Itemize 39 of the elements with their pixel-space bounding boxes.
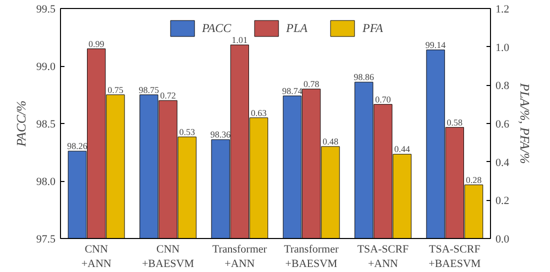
y2-tick-label: 0.6 xyxy=(496,118,510,130)
data-label: 1.01 xyxy=(232,34,248,45)
y2-tick-label: 0.0 xyxy=(496,234,510,246)
data-label: 98.36 xyxy=(210,130,232,140)
data-label: 0.72 xyxy=(160,90,176,100)
x-tick-label: Transformer +BAESVM xyxy=(284,244,339,270)
y2-tick-label: 1.0 xyxy=(496,42,510,54)
legend-label: PACC xyxy=(202,20,232,36)
x-tick-label: TSA-SCRF +ANN xyxy=(357,244,409,270)
data-label: 0.75 xyxy=(108,84,124,95)
legend-label: PLA xyxy=(286,20,308,36)
legend-label: PFA xyxy=(362,20,383,36)
data-label: 98.86 xyxy=(354,72,375,82)
data-label: 98.75 xyxy=(138,84,160,95)
data-label: 0.99 xyxy=(88,38,105,49)
y2-tick-label: 1.2 xyxy=(496,4,510,16)
data-label: 0.63 xyxy=(250,108,268,118)
y2-tick-label: 0.8 xyxy=(496,80,510,92)
y2-tick-label: 0.2 xyxy=(496,195,510,208)
data-label: 0.58 xyxy=(446,117,464,128)
data-label: 0.70 xyxy=(375,94,392,104)
y-tick-label: 98.0 xyxy=(36,176,56,188)
y-tick-label: 97.5 xyxy=(36,234,56,246)
y-tick-label: 99.5 xyxy=(36,4,56,16)
data-label: 99.14 xyxy=(425,40,446,50)
data-label: 0.28 xyxy=(466,174,482,185)
x-tick-label: CNN +ANN xyxy=(81,244,112,270)
data-label: 0.48 xyxy=(322,136,339,146)
data-label: 0.53 xyxy=(179,126,196,137)
y2-tick-label: 0.4 xyxy=(496,156,510,169)
data-label: 0.44 xyxy=(394,144,410,154)
x-tick-label: CNN +BAESVM xyxy=(142,244,194,270)
y2-axis-title: PLA/%, PFA/% xyxy=(517,82,532,164)
y-tick-label: 99.0 xyxy=(36,61,56,73)
x-tick-label: TSA-SCRF +BAESVM xyxy=(428,244,481,270)
x-tick-label: Transformer +ANN xyxy=(212,244,268,270)
y-axis-title: PACC/% xyxy=(13,100,28,148)
y-tick-label: 98.5 xyxy=(36,118,56,130)
data-label: 0.78 xyxy=(303,79,320,89)
